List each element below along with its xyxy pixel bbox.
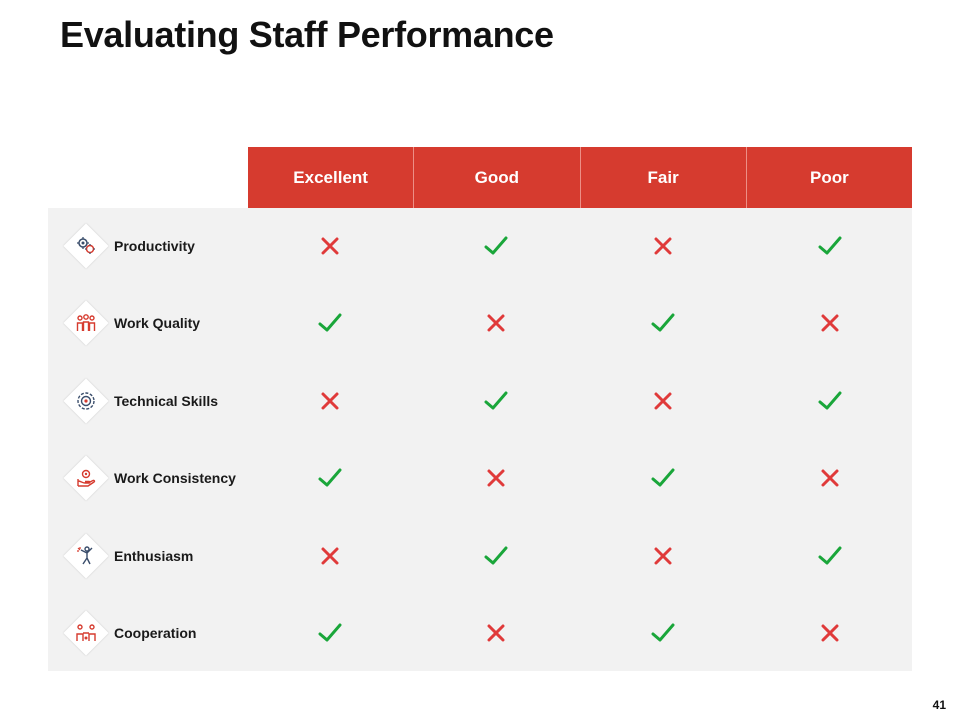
table-header: Excellent Good Fair Poor bbox=[248, 147, 912, 208]
column-header-excellent: Excellent bbox=[293, 167, 368, 187]
checkmark-icon bbox=[816, 232, 844, 260]
checkmark-icon bbox=[316, 464, 344, 492]
cross-icon bbox=[649, 232, 677, 260]
row-label: Technical Skills bbox=[114, 393, 219, 409]
table-row: Work Quality bbox=[48, 293, 912, 353]
table-row: Enthusiasm bbox=[48, 526, 912, 586]
cross-icon bbox=[649, 387, 677, 415]
page-number: 41 bbox=[932, 698, 946, 712]
cross-icon bbox=[482, 309, 510, 337]
cross-icon bbox=[649, 542, 677, 570]
checkmark-icon bbox=[649, 309, 677, 337]
column-header-fair: Fair bbox=[579, 147, 746, 208]
cross-icon bbox=[482, 464, 510, 492]
target-gear-icon bbox=[63, 378, 109, 424]
checkmark-icon bbox=[816, 542, 844, 570]
cheering-person-icon bbox=[63, 533, 109, 579]
checkmark-icon bbox=[316, 309, 344, 337]
checkmark-icon bbox=[816, 387, 844, 415]
checkmark-icon bbox=[649, 464, 677, 492]
column-header-good: Good bbox=[413, 147, 579, 208]
hand-gear-icon bbox=[63, 455, 109, 501]
cross-icon bbox=[816, 464, 844, 492]
cross-icon bbox=[316, 542, 344, 570]
gears-icon bbox=[63, 223, 109, 269]
checkmark-icon bbox=[482, 232, 510, 260]
slide-title: Evaluating Staff Performance bbox=[60, 14, 554, 55]
table-row: Work Consistency bbox=[48, 448, 912, 508]
team-icon bbox=[63, 300, 109, 346]
cross-icon bbox=[816, 309, 844, 337]
checkmark-icon bbox=[482, 542, 510, 570]
people-connect-icon bbox=[63, 610, 109, 656]
row-label: Enthusiasm bbox=[114, 548, 194, 564]
checkmark-icon bbox=[649, 619, 677, 647]
cross-icon bbox=[316, 387, 344, 415]
cross-icon bbox=[482, 619, 510, 647]
cross-icon bbox=[316, 232, 344, 260]
table-panel bbox=[48, 208, 912, 671]
table-row: Productivity bbox=[48, 216, 912, 276]
checkmark-icon bbox=[482, 387, 510, 415]
column-header-poor: Poor bbox=[745, 147, 912, 208]
table-row: Technical Skills bbox=[48, 371, 912, 431]
table-row: Cooperation bbox=[48, 603, 912, 663]
row-label: Cooperation bbox=[114, 625, 197, 641]
cross-icon bbox=[816, 619, 844, 647]
checkmark-icon bbox=[316, 619, 344, 647]
row-label: Productivity bbox=[114, 238, 195, 254]
row-label: Work Consistency bbox=[114, 470, 236, 486]
row-label: Work Quality bbox=[114, 315, 201, 331]
